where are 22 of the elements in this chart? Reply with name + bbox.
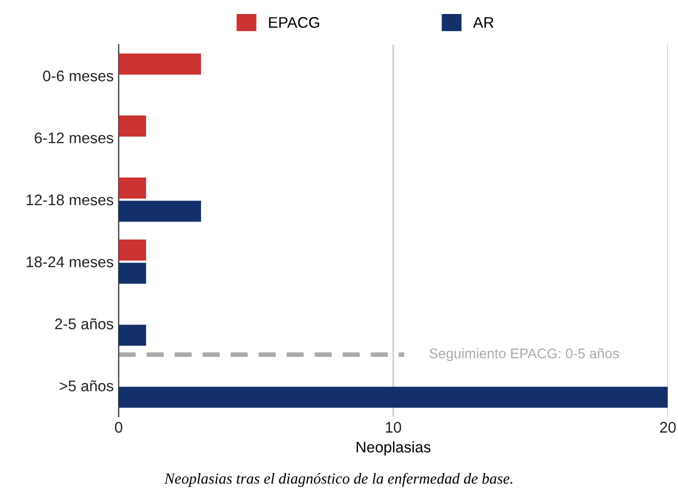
bar (118, 178, 146, 199)
annotation: Seguimiento EPACG: 0-5 años (430, 348, 619, 362)
text: Neoplasias tras el diagnóstico de la enfermedad de base. (164, 472, 512, 487)
bar (118, 240, 146, 261)
bar (118, 324, 146, 346)
x-tick-label: 20 (660, 422, 676, 433)
legend-label: EPACG (269, 17, 320, 28)
bar (118, 116, 146, 137)
y-tick-label: >5 años (60, 380, 114, 392)
y-tick-label: 2-5 años (55, 318, 114, 330)
bar (118, 262, 146, 284)
y-tick-label: 6-12 meses (34, 132, 114, 144)
bar (118, 200, 202, 222)
legend-label: AR (473, 17, 494, 28)
x-tick-label: 10 (386, 422, 402, 433)
y-tick-label: 12-18 meses (26, 194, 114, 206)
x-tick-label: 0 (115, 422, 122, 433)
y-tick-label: 18-24 meses (26, 256, 114, 268)
bar (118, 54, 202, 75)
y-tick-label: 0-6 meses (43, 70, 114, 82)
bar (118, 386, 668, 408)
x-axis-title: Neoplasias (356, 441, 430, 456)
